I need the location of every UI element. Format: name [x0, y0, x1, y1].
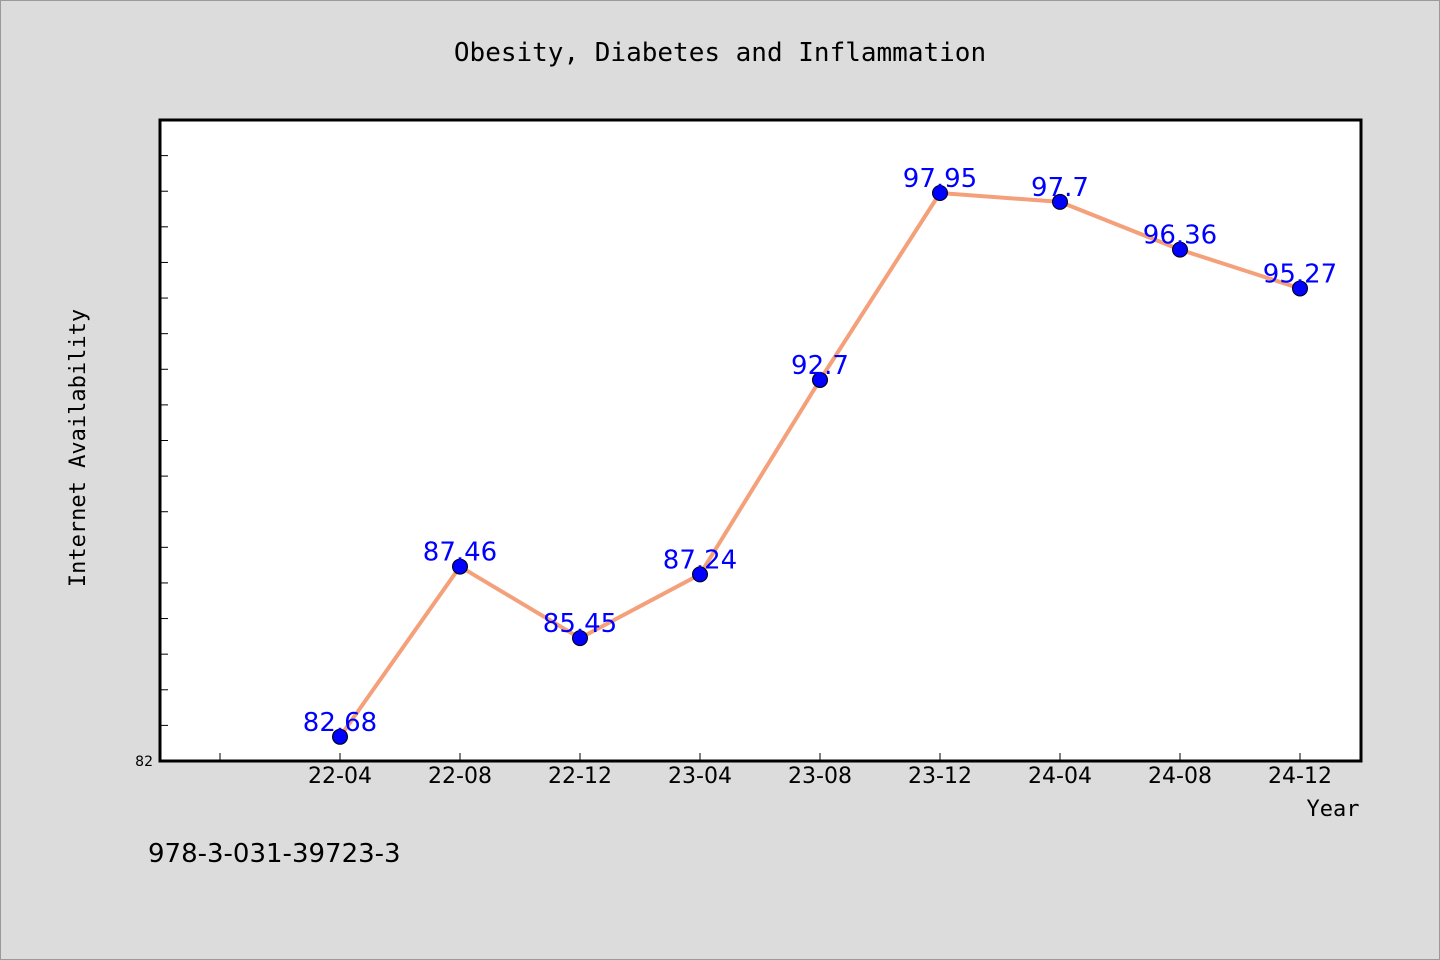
data-point [572, 630, 588, 647]
data-label: 95.27 [1263, 259, 1337, 289]
data-label: 96.36 [1143, 221, 1217, 251]
data-point [452, 558, 468, 575]
x-axis-label: Year [1307, 797, 1360, 822]
marker-group [332, 185, 1308, 745]
x-tick-label: 23-08 [788, 764, 852, 789]
x-tick-label: 22-12 [548, 764, 612, 789]
x-tick-label: 24-08 [1148, 764, 1212, 789]
x-tick-label: 22-04 [308, 764, 372, 789]
x-tick-label: 24-12 [1268, 764, 1332, 789]
data-label-group: 82.68 87.46 85.45 87.24 92.7 97.95 97.7 96.36 95… [303, 164, 1337, 738]
data-point [1292, 280, 1308, 297]
x-axis-tick-labels: 22-04 22-08 22-12 23-04 23-08 23-12 24-04 24-08… [308, 764, 1332, 789]
data-point [932, 185, 948, 202]
x-tick-label: 24-04 [1028, 764, 1092, 789]
data-point [692, 566, 708, 583]
x-tick-label: 22-08 [428, 764, 492, 789]
data-label: 82.68 [303, 708, 377, 738]
data-point [332, 728, 348, 745]
x-tick-label: 23-04 [668, 764, 732, 789]
y-axis-label: Internet Availability [66, 309, 91, 587]
data-label: 87.24 [663, 545, 737, 575]
footer-isbn: 978-3-031-39723-3 [148, 839, 401, 869]
data-label: 97.7 [1031, 173, 1089, 203]
data-point [1172, 241, 1188, 258]
chart-title: Obesity, Diabetes and Inflammation [454, 38, 986, 68]
y-axis-ticks [160, 155, 168, 726]
data-label: 97.95 [903, 164, 977, 194]
x-axis-ticks [219, 753, 1301, 761]
y-axis-min-label: 82 [135, 754, 153, 770]
x-tick-label: 23-12 [908, 764, 972, 789]
data-label: 92.7 [791, 351, 849, 381]
data-label: 87.46 [423, 538, 497, 568]
data-point [1052, 193, 1068, 210]
plot-area [158, 118, 1363, 763]
data-point [812, 371, 828, 388]
data-label: 85.45 [543, 609, 617, 639]
